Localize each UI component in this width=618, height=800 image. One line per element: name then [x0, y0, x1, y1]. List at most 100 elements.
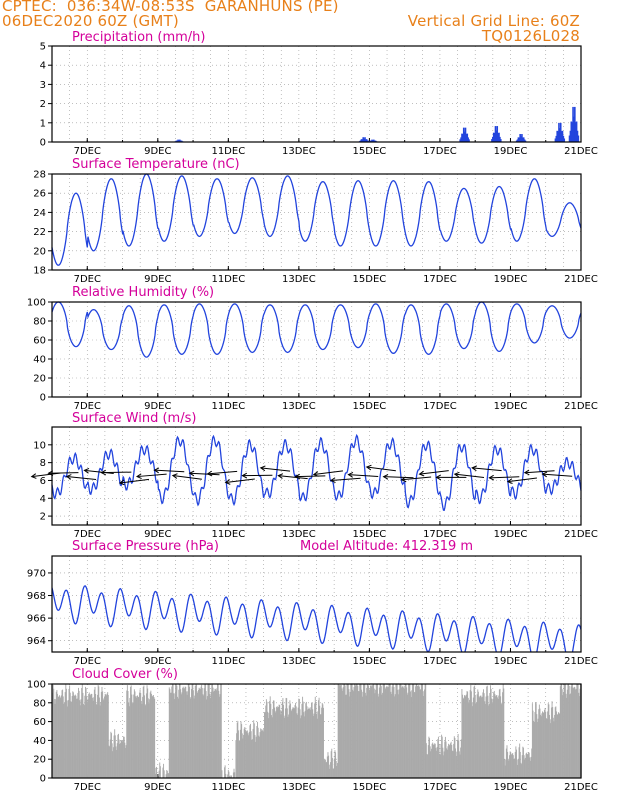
precip-bar — [374, 140, 377, 142]
cloud-bar — [233, 768, 235, 778]
cloud-bar — [299, 709, 301, 778]
cloud-bar — [237, 720, 239, 778]
cloud-bar — [463, 695, 465, 778]
cloud-bar — [74, 694, 76, 778]
cloud-bar — [156, 773, 158, 778]
cloud-bar — [528, 752, 530, 778]
cloud-bar — [117, 734, 119, 778]
cloud-bar — [149, 692, 151, 778]
cloud-bar — [399, 684, 401, 778]
cloud-bar — [478, 696, 480, 778]
cloud-bar — [509, 751, 511, 778]
cloud-bar — [58, 695, 60, 778]
precip-bar — [520, 136, 522, 142]
x-tick-label: 17DEC — [423, 529, 457, 540]
cloud-bar — [389, 684, 391, 778]
cloud-bar — [554, 707, 556, 778]
cloud-bar — [300, 715, 302, 778]
precip-bar — [518, 137, 521, 142]
cloud-bar — [199, 688, 201, 778]
cloud-bar — [565, 693, 567, 778]
cloud-bar — [62, 689, 64, 778]
wind-arrow-head — [100, 469, 107, 476]
cloud-bar — [479, 697, 481, 778]
cloud-bar — [382, 692, 384, 778]
wind-arrow-head — [382, 473, 389, 480]
cloud-bar — [178, 689, 180, 778]
wind-arrow-head — [435, 474, 442, 481]
x-tick-label: 11DEC — [211, 656, 245, 667]
cloud-bar — [298, 698, 300, 778]
precip-bar — [571, 122, 573, 142]
cloud-bar — [135, 696, 137, 778]
cloud-bar — [500, 704, 502, 778]
cloud-bar — [271, 717, 273, 778]
cloud-bar — [328, 764, 330, 778]
cloud-bar — [540, 716, 542, 778]
cloud-bar — [418, 685, 420, 778]
cloud-bar — [530, 756, 532, 778]
cloud-bar — [224, 767, 225, 778]
y-tick-label: 24 — [33, 208, 46, 219]
cloud-bar — [396, 684, 397, 778]
y-tick-label: 968 — [27, 591, 46, 602]
cloud-bar — [507, 759, 509, 778]
precip-bar — [363, 138, 365, 142]
precip-bar — [556, 130, 558, 142]
cloud-bar — [170, 692, 172, 778]
cloud-bar — [120, 740, 122, 778]
cloud-bar — [261, 730, 263, 778]
y-tick-label: 0 — [40, 774, 46, 785]
cloud-bar — [182, 687, 184, 778]
cloud-bar — [460, 739, 462, 778]
precip-bar — [492, 136, 494, 142]
cloud-bar — [384, 687, 386, 778]
cloud-bar — [113, 735, 115, 778]
cloud-bar — [387, 687, 389, 778]
precip-bar — [521, 134, 523, 142]
cloud-bar — [118, 739, 120, 778]
cloud-bar — [375, 689, 377, 778]
cloud-bar — [471, 702, 473, 778]
wind-arrow — [259, 465, 291, 472]
cloud-bar — [359, 684, 361, 778]
cloud-bar — [175, 684, 177, 778]
wind-arrow-shaft — [366, 466, 396, 472]
cloud-bar — [114, 729, 116, 778]
cloud-bar — [494, 694, 496, 778]
cloud-bar — [458, 740, 460, 778]
cloud-bar — [297, 714, 298, 778]
cloud-bar — [502, 692, 504, 778]
precip-bar — [562, 135, 565, 142]
cloud-bar — [578, 692, 580, 778]
cloud-bar — [526, 754, 528, 778]
wind-arrow-head — [506, 478, 513, 484]
cloud-bar — [198, 687, 200, 778]
cloud-bar — [265, 705, 267, 778]
precip-bar — [459, 139, 462, 142]
cloud-bar — [97, 694, 99, 778]
x-tick-label: 13DEC — [282, 529, 316, 540]
cloud-bar — [501, 702, 503, 778]
cloud-bar — [105, 694, 107, 778]
cloud-bar — [119, 743, 121, 778]
cloud-bar — [246, 730, 248, 778]
cloud-bar — [531, 703, 533, 778]
cloud-bar — [372, 684, 374, 778]
x-tick-label: 9DEC — [144, 274, 171, 285]
cloud-bar — [236, 722, 238, 778]
cloud-bar — [532, 710, 534, 778]
cloud-bar — [72, 692, 74, 778]
x-tick-label: 21DEC — [564, 656, 598, 667]
precip-bar — [177, 139, 179, 142]
precip-bar — [364, 137, 366, 142]
cloud-bar — [211, 684, 213, 778]
cloud-bar — [338, 684, 340, 778]
cloud-bar — [167, 773, 169, 778]
cloud-bar — [250, 723, 251, 778]
cloud-bar — [55, 691, 57, 778]
x-tick-label: 21DEC — [564, 146, 598, 157]
cloud-bar — [56, 690, 58, 778]
cloud-bar — [472, 697, 474, 778]
